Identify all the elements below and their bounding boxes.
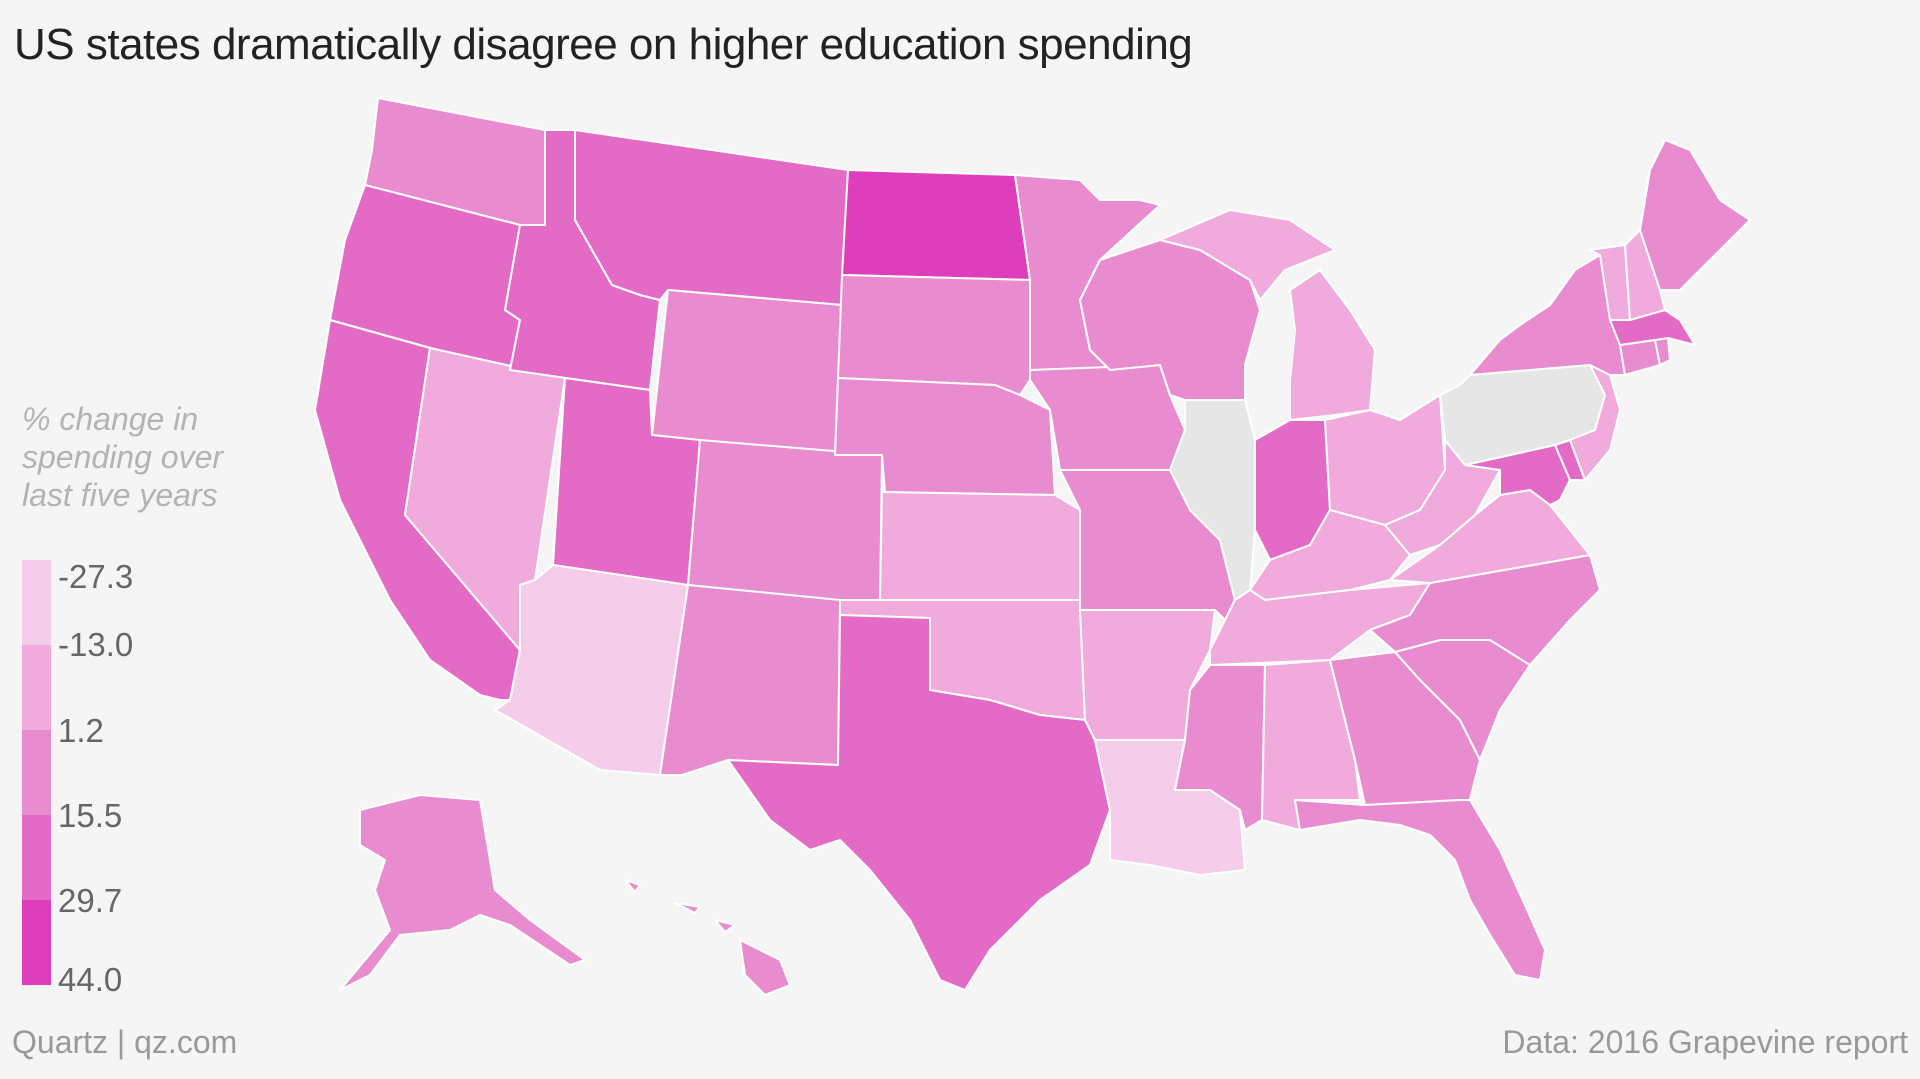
state-south-dakota [837,274,1031,396]
legend-label-3: 1.2 [58,712,104,749]
state-new-mexico [659,584,841,776]
legend-label-6: 44.0 [58,961,123,998]
state-north-dakota [841,169,1031,281]
state-new-jersey [1569,364,1621,481]
state-kansas [879,491,1081,601]
legend-color-scale [22,560,51,985]
legend-label-1: -27.3 [58,558,134,595]
state-new-york [1469,254,1626,376]
state-texas [727,614,1111,991]
state-hawaii [624,879,791,996]
legend-label-4: 15.5 [58,797,123,834]
legend-title-line-1: % change in [22,401,199,437]
legend-swatch-2 [22,645,51,730]
chart-title: US states dramatically disagree on highe… [14,20,1193,69]
state-wyoming [651,289,843,456]
state-maine [1639,139,1751,291]
footer-source-right: Data: 2016 Grapevine report [1502,1024,1908,1060]
state-colorado [687,439,883,606]
state-north-carolina [1369,554,1601,666]
footer-source-left: Quartz | qz.com [12,1024,238,1060]
legend-swatch-1 [22,560,51,645]
legend-title-line-2: spending over [22,439,224,475]
legend-title-line-3: last five years [22,477,218,513]
legend-label-5: 29.7 [58,882,123,919]
state-alaska [339,794,586,991]
legend-title: % change in spending over last five year… [22,400,262,514]
lake-michigan [1260,270,1295,420]
state-montana [574,129,849,306]
state-connecticut [1619,339,1661,376]
state-arizona [494,564,689,776]
legend-label-2: -13.0 [58,626,134,663]
state-florida [1294,799,1546,981]
state-new-hampshire [1624,229,1666,321]
state-vermont [1589,244,1631,321]
legend-swatch-3 [22,730,51,815]
legend-swatch-5 [22,900,51,985]
legend-swatch-4 [22,815,51,900]
